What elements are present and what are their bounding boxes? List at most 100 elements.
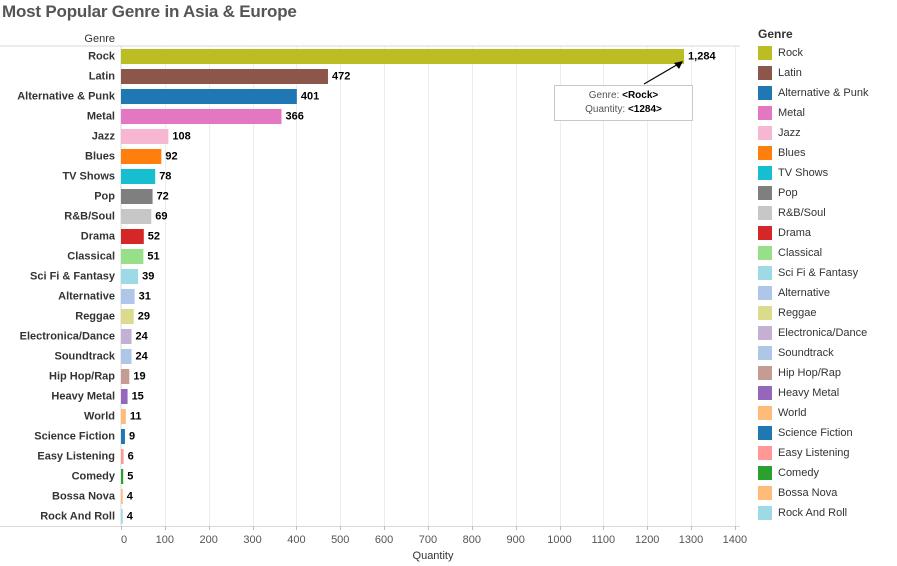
data-label-alternative: 31	[139, 291, 151, 303]
legend-label: Latin	[778, 67, 802, 79]
data-label-easy-listening: 6	[128, 451, 134, 463]
category-label-drama: Drama	[81, 231, 116, 243]
annotation-genre-value: <Rock>	[622, 90, 659, 101]
category-label-jazz: Jazz	[92, 131, 116, 143]
legend-item-comedy[interactable]: Comedy	[758, 463, 896, 483]
legend-item-sci-fi-fantasy[interactable]: Sci Fi & Fantasy	[758, 263, 896, 283]
legend-swatch	[758, 466, 772, 480]
category-label-reggae: Reggae	[75, 311, 115, 323]
data-label-electronica-dance: 24	[136, 331, 149, 343]
data-label-alternative-punk: 401	[301, 91, 319, 103]
legend-label: Bossa Nova	[778, 487, 838, 499]
legend-swatch	[758, 206, 772, 220]
legend-label: Hip Hop/Rap	[778, 367, 841, 379]
legend-swatch	[758, 186, 772, 200]
legend-item-soundtrack[interactable]: Soundtrack	[758, 343, 896, 363]
legend-item-tv-shows[interactable]: TV Shows	[758, 163, 896, 183]
data-label-reggae: 29	[138, 311, 150, 323]
legend-label: Rock	[778, 47, 804, 59]
legend-item-pop[interactable]: Pop	[758, 183, 896, 203]
legend-swatch	[758, 386, 772, 400]
legend-item-world[interactable]: World	[758, 403, 896, 423]
data-label-heavy-metal: 15	[132, 391, 144, 403]
legend-label: Alternative & Punk	[778, 87, 869, 99]
legend-item-reggae[interactable]: Reggae	[758, 303, 896, 323]
legend-item-jazz[interactable]: Jazz	[758, 123, 896, 143]
legend-label: Electronica/Dance	[778, 327, 868, 339]
legend-item-r-b-soul[interactable]: R&B/Soul	[758, 203, 896, 223]
row-header: Genre	[84, 33, 115, 45]
bar-alternative	[121, 289, 135, 304]
legend-item-latin[interactable]: Latin	[758, 63, 896, 83]
legend-item-classical[interactable]: Classical	[758, 243, 896, 263]
data-label-world: 11	[130, 411, 142, 423]
legend-label: Jazz	[778, 127, 801, 139]
x-axis-title: Quantity	[413, 550, 454, 562]
legend-item-science-fiction[interactable]: Science Fiction	[758, 423, 896, 443]
category-label-alternative-punk: Alternative & Punk	[17, 91, 116, 103]
legend-swatch	[758, 106, 772, 120]
legend-swatch	[758, 446, 772, 460]
data-label-blues: 92	[165, 151, 177, 163]
data-label-latin: 472	[332, 71, 350, 83]
category-label-metal: Metal	[87, 111, 115, 123]
legend-item-drama[interactable]: Drama	[758, 223, 896, 243]
legend-swatch	[758, 346, 772, 360]
bar-world	[121, 409, 126, 424]
bar-electronica-dance	[121, 329, 132, 344]
legend-item-hip-hop-rap[interactable]: Hip Hop/Rap	[758, 363, 896, 383]
legend-swatch	[758, 86, 772, 100]
legend-label: Rock And Roll	[778, 507, 848, 519]
legend-item-electronica-dance[interactable]: Electronica/Dance	[758, 323, 896, 343]
bar-rock	[121, 49, 685, 64]
category-label-alternative: Alternative	[58, 291, 115, 303]
annotation-arrow-head	[674, 61, 684, 69]
category-label-world: World	[84, 411, 115, 423]
legend-label: Alternative	[778, 287, 830, 299]
legend-item-alternative-punk[interactable]: Alternative & Punk	[758, 83, 896, 103]
x-tick-label: 0	[121, 534, 127, 546]
legend-item-rock[interactable]: Rock	[758, 43, 896, 63]
category-label-rock-and-roll: Rock And Roll	[40, 511, 115, 523]
bar-bossa-nova	[121, 489, 123, 504]
bar-tv-shows	[121, 169, 156, 184]
legend-swatch	[758, 166, 772, 180]
legend-item-bossa-nova[interactable]: Bossa Nova	[758, 483, 896, 503]
legend-swatch	[758, 126, 772, 140]
legend-label: Science Fiction	[778, 427, 853, 439]
x-tick-label: 600	[375, 534, 393, 546]
bar-pop	[121, 189, 153, 204]
legend-item-metal[interactable]: Metal	[758, 103, 896, 123]
annotation-arrow-line	[643, 62, 681, 85]
legend-label: Blues	[778, 147, 806, 159]
x-tick-label: 500	[331, 534, 349, 546]
legend-swatch	[758, 66, 772, 80]
category-label-easy-listening: Easy Listening	[37, 451, 115, 463]
x-tick-label: 300	[243, 534, 261, 546]
x-tick-label: 1000	[547, 534, 571, 546]
legend-item-alternative[interactable]: Alternative	[758, 283, 896, 303]
category-label-heavy-metal: Heavy Metal	[51, 391, 115, 403]
rock-annotation: Genre: <Rock> Quantity: <1284>	[554, 85, 693, 121]
legend-item-heavy-metal[interactable]: Heavy Metal	[758, 383, 896, 403]
legend-item-easy-listening[interactable]: Easy Listening	[758, 443, 896, 463]
legend-item-blues[interactable]: Blues	[758, 143, 896, 163]
data-label-sci-fi-fantasy: 39	[142, 271, 154, 283]
legend-label: Classical	[778, 247, 823, 259]
legend-label: Reggae	[778, 307, 817, 319]
category-label-hip-hop-rap: Hip Hop/Rap	[49, 371, 115, 383]
bar-blues	[121, 149, 162, 164]
data-label-tv-shows: 78	[159, 171, 171, 183]
legend-swatch	[758, 226, 772, 240]
x-tick-label: 900	[506, 534, 524, 546]
legend-swatch	[758, 146, 772, 160]
data-label-jazz: 108	[172, 131, 190, 143]
legend-item-rock-and-roll[interactable]: Rock And Roll	[758, 503, 896, 523]
legend-label: Pop	[778, 187, 798, 199]
category-label-comedy: Comedy	[72, 471, 116, 483]
legend-label: Easy Listening	[778, 447, 850, 459]
x-tick-label: 1300	[679, 534, 703, 546]
chart-title: Most Popular Genre in Asia & Europe	[2, 2, 297, 21]
legend-label: TV Shows	[778, 167, 829, 179]
bar-sci-fi-fantasy	[121, 269, 139, 284]
